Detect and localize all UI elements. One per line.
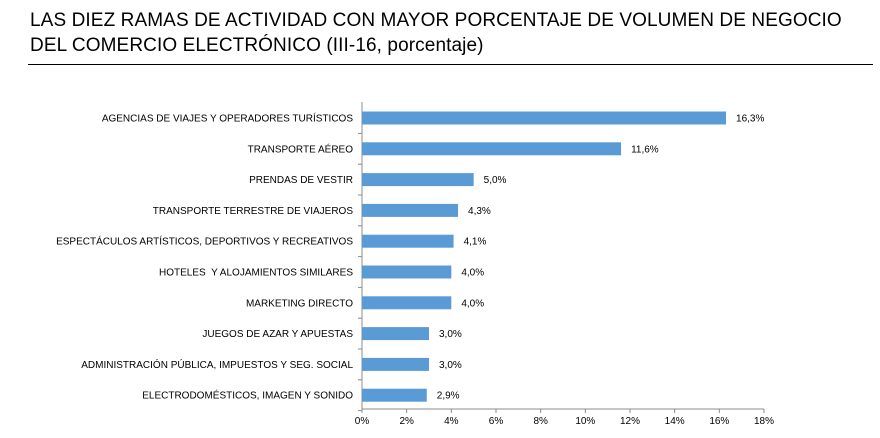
- value-label: 4,0%: [461, 298, 484, 309]
- category-label: ESPECTÁCULOS ARTÍSTICOS, DEPORTIVOS Y RE…: [56, 235, 353, 248]
- bar: [362, 265, 452, 279]
- value-label: 4,3%: [468, 206, 491, 217]
- value-label: 11,6%: [631, 144, 659, 155]
- x-tick-label: 10%: [575, 416, 595, 427]
- x-tick-label: 6%: [489, 416, 504, 427]
- value-label: 3,0%: [439, 329, 462, 340]
- category-label: PRENDAS DE VESTIR: [249, 175, 353, 186]
- x-tick-label: 8%: [533, 416, 548, 427]
- bar: [362, 142, 622, 156]
- x-tick-label: 16%: [709, 416, 729, 427]
- bar: [362, 296, 452, 310]
- value-label: 3,0%: [439, 360, 462, 371]
- value-label: 4,0%: [461, 268, 484, 279]
- bar: [362, 111, 727, 125]
- value-label: 4,1%: [464, 237, 487, 248]
- chart-title-line-2: DEL COMERCIO ELECTRÓNICO (III-16, porcen…: [30, 35, 484, 56]
- x-tick-label: 12%: [620, 416, 640, 427]
- title-underline: [28, 64, 873, 65]
- category-label: ADMINISTRACIÓN PÚBLICA, IMPUESTOS Y SEG.…: [81, 358, 353, 371]
- x-tick-label: 0%: [355, 416, 370, 427]
- bar: [362, 203, 459, 217]
- x-tick-label: 18%: [754, 416, 774, 427]
- bar: [362, 234, 454, 248]
- value-label: 5,0%: [484, 175, 507, 186]
- bar: [362, 388, 427, 402]
- bar: [362, 327, 429, 341]
- category-label: AGENCIAS DE VIAJES Y OPERADORES TURÍSTIC…: [102, 112, 354, 125]
- category-label: ELECTRODOMÉSTICOS, IMAGEN Y SONIDO: [142, 389, 353, 402]
- category-label: MARKETING DIRECTO: [246, 298, 353, 309]
- x-tick-label: 14%: [665, 416, 685, 427]
- bar: [362, 173, 474, 187]
- x-tick-label: 4%: [444, 416, 459, 427]
- category-label: TRANSPORTE AÉREO: [248, 142, 354, 155]
- bar: [362, 357, 429, 371]
- category-label: HOTELES Y ALOJAMIENTOS SIMILARES: [159, 268, 353, 279]
- category-label: TRANSPORTE TERRESTRE DE VIAJEROS: [153, 206, 354, 217]
- x-tick-label: 2%: [399, 416, 414, 427]
- chart-title-line-1: LAS DIEZ RAMAS DE ACTIVIDAD CON MAYOR PO…: [30, 10, 842, 31]
- chart-title: LAS DIEZ RAMAS DE ACTIVIDAD CON MAYOR PO…: [30, 8, 870, 58]
- value-label: 2,9%: [437, 391, 460, 402]
- value-label: 16,3%: [736, 114, 764, 125]
- category-label: JUEGOS DE AZAR Y APUESTAS: [202, 329, 353, 340]
